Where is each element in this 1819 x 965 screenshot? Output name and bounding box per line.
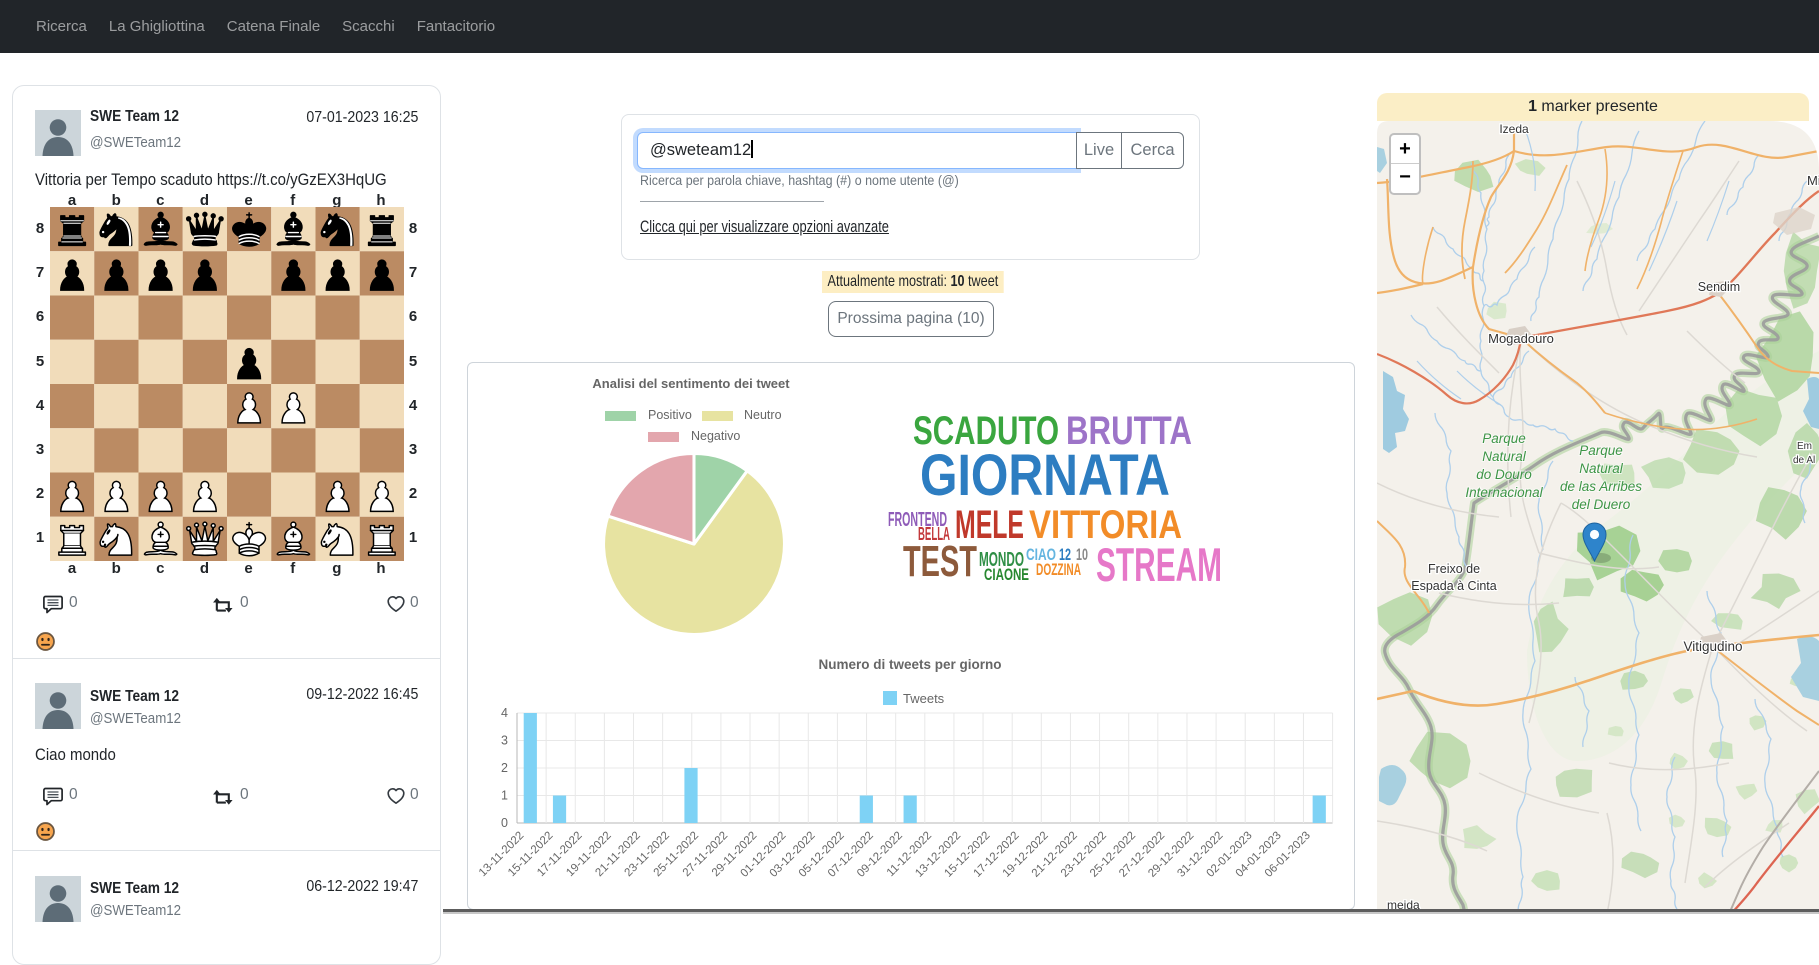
svg-text:del Duero: del Duero	[1572, 497, 1631, 512]
svg-text:Espada à Cinta: Espada à Cinta	[1411, 579, 1497, 593]
svg-text:Parque: Parque	[1482, 431, 1526, 446]
svg-text:4: 4	[501, 706, 508, 720]
svg-text:Em: Em	[1797, 441, 1812, 452]
svg-text:Mogadouro: Mogadouro	[1488, 331, 1554, 346]
svg-text:3: 3	[501, 734, 508, 748]
svg-text:Freixo de: Freixo de	[1428, 562, 1480, 576]
svg-text:Natural: Natural	[1482, 449, 1527, 464]
svg-text:0: 0	[501, 816, 508, 830]
svg-text:Izeda: Izeda	[1499, 122, 1529, 136]
svg-text:2: 2	[501, 761, 508, 775]
svg-text:Natural: Natural	[1579, 461, 1624, 476]
svg-text:Numero di tweets per giorno: Numero di tweets per giorno	[818, 657, 1001, 672]
svg-text:1: 1	[501, 789, 508, 803]
svg-text:Vitigudino: Vitigudino	[1683, 639, 1742, 654]
svg-text:Sendim: Sendim	[1698, 280, 1740, 294]
svg-text:Tweets: Tweets	[903, 691, 945, 706]
svg-text:de Al: de Al	[1793, 455, 1815, 466]
svg-text:Parque: Parque	[1579, 443, 1623, 458]
svg-text:Internacional: Internacional	[1465, 485, 1543, 500]
svg-text:de las Arribes: de las Arribes	[1560, 479, 1642, 494]
svg-text:do Douro: do Douro	[1476, 467, 1532, 482]
svg-text:Mi: Mi	[1807, 173, 1819, 188]
